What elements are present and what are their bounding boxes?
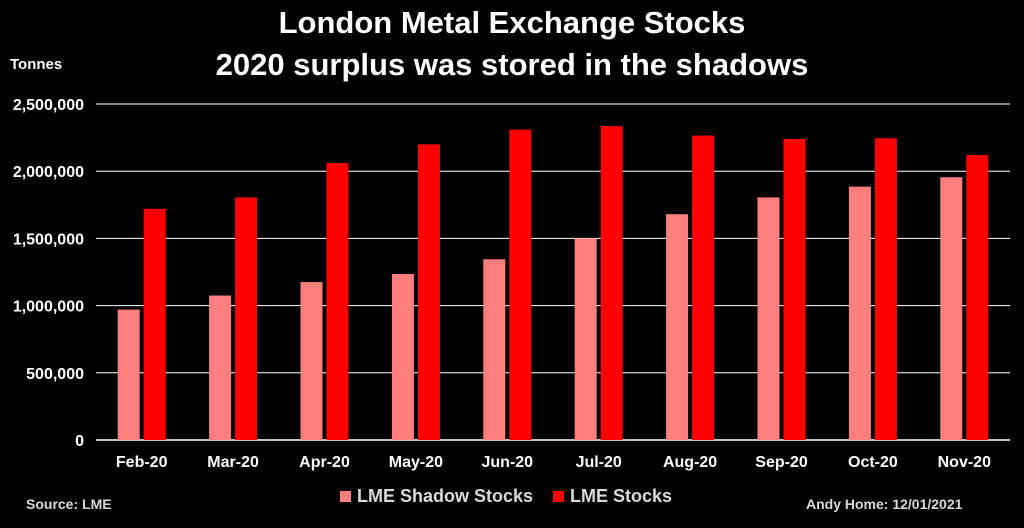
bar-shadow-stocks	[300, 282, 323, 440]
x-tick-label: Jul-20	[576, 454, 622, 471]
bar-lme-stocks	[235, 197, 258, 440]
x-tick-label: Apr-20	[299, 454, 350, 471]
bar-shadow-stocks	[940, 177, 963, 441]
bar-lme-stocks	[600, 126, 623, 441]
legend-swatch-shadow	[340, 491, 351, 502]
bar-lme-stocks	[417, 144, 440, 440]
y-tick-label: 1,500,000	[13, 231, 84, 248]
legend-label-shadow: LME Shadow Stocks	[357, 486, 534, 506]
bar-lme-stocks	[874, 138, 897, 440]
legend-item-shadow: LME Shadow Stocks	[340, 486, 533, 507]
bar-lme-stocks	[783, 138, 806, 440]
y-tick-label: 0	[75, 433, 84, 450]
credit-note: Andy Home: 12/01/2021	[806, 496, 963, 512]
x-tick-label: Jun-20	[482, 454, 534, 471]
x-tick-label: Sep-20	[755, 454, 808, 471]
legend: LME Shadow Stocks LME Stocks	[340, 486, 686, 507]
bar-lme-stocks	[326, 163, 349, 441]
legend-swatch-lme	[553, 491, 565, 502]
bar-shadow-stocks	[757, 197, 780, 440]
x-tick-label: Mar-20	[207, 454, 259, 471]
y-tick-label: 2,000,000	[13, 164, 84, 181]
x-tick-label: Aug-20	[663, 454, 717, 471]
bar-shadow-stocks	[666, 214, 689, 440]
y-axis-unit-label: Tonnes	[10, 56, 63, 73]
legend-label-lme: LME Stocks	[570, 486, 673, 506]
source-note: Source: LME	[26, 496, 112, 512]
bar-shadow-stocks	[483, 259, 506, 440]
x-tick-label: Nov-20	[938, 454, 991, 471]
bar-shadow-stocks	[574, 238, 597, 440]
bar-chart: 0 500,000 1,000,000 1,500,000 2,000,000 2,500…	[13, 97, 1010, 471]
bar-shadow-stocks	[391, 274, 414, 440]
x-tick-label: May-20	[389, 454, 443, 471]
chart-title-line-2: 2020 surplus was stored in the shadows	[215, 47, 809, 82]
y-tick-label: 2,500,000	[13, 97, 84, 114]
bar-shadow-stocks	[117, 309, 140, 440]
bar-lme-stocks	[143, 208, 166, 440]
x-tick-label: Oct-20	[848, 454, 898, 471]
y-tick-label: 500,000	[26, 366, 84, 383]
bar-lme-stocks	[692, 135, 715, 441]
bar-lme-stocks	[509, 129, 532, 440]
bar-lme-stocks	[966, 155, 989, 440]
bar-shadow-stocks	[848, 186, 871, 440]
legend-item-lme: LME Stocks	[553, 486, 672, 507]
x-tick-label: Feb-20	[116, 454, 168, 471]
chart-title-line-1: London Metal Exchange Stocks	[278, 5, 746, 40]
bar-shadow-stocks	[209, 295, 232, 440]
y-tick-label: 1,000,000	[13, 299, 84, 316]
